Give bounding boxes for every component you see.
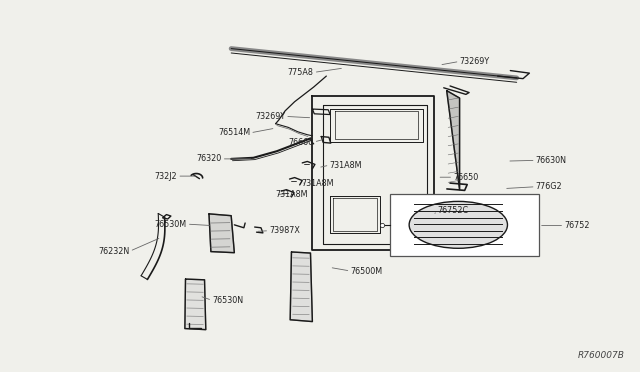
- Text: 76530M: 76530M: [155, 219, 187, 229]
- Text: 731A8M: 731A8M: [330, 161, 362, 170]
- Text: 76630N: 76630N: [536, 156, 566, 165]
- Polygon shape: [209, 214, 234, 253]
- Ellipse shape: [409, 201, 508, 248]
- Text: 76320: 76320: [196, 154, 221, 163]
- Text: 76650: 76650: [453, 173, 479, 182]
- Text: 731A8M: 731A8M: [301, 179, 333, 187]
- Polygon shape: [447, 91, 460, 190]
- Text: 76660: 76660: [289, 138, 314, 147]
- Text: 73987X: 73987X: [269, 226, 300, 235]
- Bar: [390, 194, 539, 256]
- Text: 76530N: 76530N: [212, 296, 243, 305]
- Text: 732J2: 732J2: [155, 171, 177, 181]
- Text: 731A8M: 731A8M: [276, 190, 308, 199]
- Text: 73269Y: 73269Y: [460, 57, 490, 66]
- Text: 76232N: 76232N: [99, 247, 130, 256]
- Text: 73269Y: 73269Y: [255, 112, 285, 121]
- Polygon shape: [290, 252, 312, 321]
- Text: R760007B: R760007B: [578, 351, 625, 360]
- Text: 76514M: 76514M: [218, 128, 250, 137]
- Text: 76752C: 76752C: [437, 206, 468, 215]
- Text: 775A8: 775A8: [288, 68, 314, 77]
- Text: 776G2: 776G2: [536, 182, 563, 191]
- Text: 76752: 76752: [564, 221, 590, 230]
- Text: 76500M: 76500M: [351, 266, 383, 276]
- Polygon shape: [185, 279, 206, 330]
